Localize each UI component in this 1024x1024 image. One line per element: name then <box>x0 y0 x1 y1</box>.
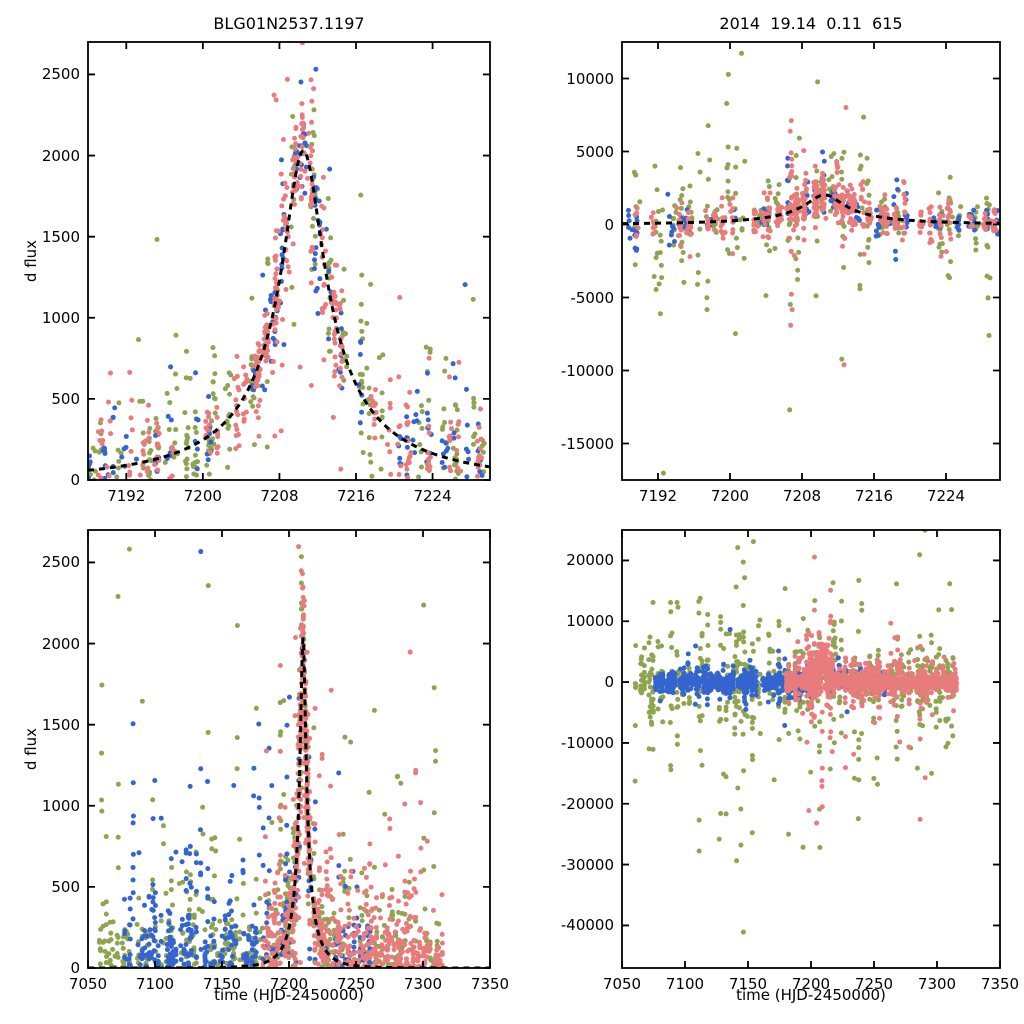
y-tick-label: 20000 <box>566 551 614 570</box>
y-tick-label: 10000 <box>566 69 614 88</box>
y-tick-label: 500 <box>51 389 80 408</box>
y-tick-label: 5000 <box>575 142 614 161</box>
y-tick-label: 0 <box>70 959 80 977</box>
x-tick-label: 7250 <box>854 975 894 993</box>
x-tick-label: 7300 <box>917 975 957 993</box>
x-tick-label: 7350 <box>470 975 510 993</box>
x-tick-label: 7250 <box>336 975 376 993</box>
x-tick-label: 7192 <box>638 487 678 505</box>
x-tick-label: 7224 <box>413 487 452 505</box>
y-tick-label: 2500 <box>41 553 80 572</box>
y-tick-label: -10000 <box>560 361 614 380</box>
y-tick-label: -20000 <box>560 794 614 813</box>
y-tick-label: -5000 <box>570 288 614 307</box>
y-tick-label: 0 <box>70 471 80 489</box>
panel-bottom-right-xlabel: time (HJD-2450000) <box>736 986 886 1004</box>
y-tick-label: 1000 <box>41 796 80 815</box>
y-tick-label: 1000 <box>41 308 80 327</box>
panel-bottom-left-xlabel: time (HJD-2450000) <box>214 986 364 1004</box>
x-tick-label: 7200 <box>269 975 309 993</box>
panel-top-left-title: BLG01N2537.1197 <box>213 14 365 33</box>
panel-top-right-title: 2014 19.14 0.11 615 <box>719 14 903 33</box>
x-tick-label: 7050 <box>602 975 642 993</box>
y-tick-label: 500 <box>51 877 80 896</box>
x-tick-label: 7350 <box>980 975 1020 993</box>
y-tick-label: -10000 <box>560 733 614 752</box>
y-tick-label: 0 <box>604 673 614 692</box>
x-tick-label: 7200 <box>183 487 222 505</box>
x-tick-label: 7208 <box>260 487 299 505</box>
y-tick-label: 2000 <box>41 146 80 165</box>
y-tick-label: 10000 <box>566 612 614 631</box>
x-tick-label: 7200 <box>791 975 831 993</box>
y-tick-label: 2500 <box>41 65 80 84</box>
x-tick-label: 7050 <box>68 975 108 993</box>
y-tick-label: 1500 <box>41 715 80 734</box>
x-tick-label: 7100 <box>135 975 175 993</box>
panel-bottom-left-ylabel: d flux <box>22 727 40 771</box>
y-tick-label: -40000 <box>560 916 614 935</box>
y-tick-label: -30000 <box>560 855 614 874</box>
panel-top-left-ylabel: d flux <box>22 239 40 283</box>
y-tick-label: 1500 <box>41 227 80 246</box>
y-tick-label: 0 <box>604 215 614 234</box>
x-tick-label: 7192 <box>107 487 146 505</box>
x-tick-label: 7216 <box>336 487 376 505</box>
x-tick-label: 7300 <box>403 975 443 993</box>
x-tick-label: 7216 <box>854 487 894 505</box>
x-tick-label: 7200 <box>710 487 750 505</box>
y-tick-label: -15000 <box>560 434 614 453</box>
x-tick-label: 7150 <box>728 975 768 993</box>
x-tick-label: 7224 <box>926 487 966 505</box>
x-tick-label: 7208 <box>782 487 822 505</box>
x-tick-label: 7100 <box>665 975 705 993</box>
x-tick-label: 7150 <box>202 975 242 993</box>
y-tick-label: 2000 <box>41 634 80 653</box>
